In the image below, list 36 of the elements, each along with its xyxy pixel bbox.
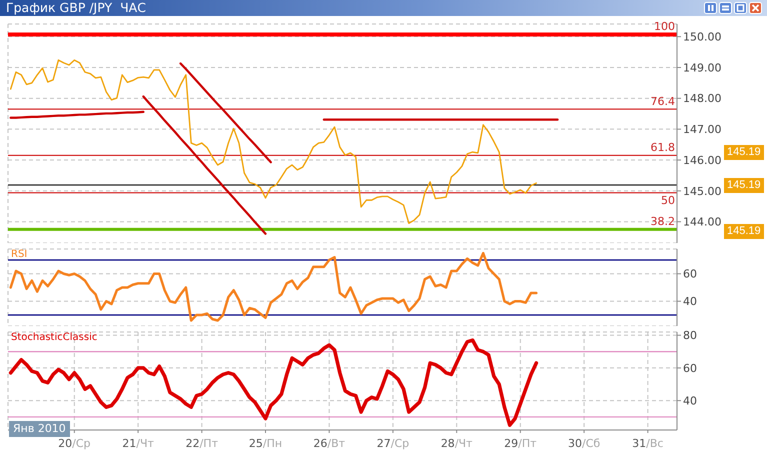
y-tick-label: 147.00	[683, 123, 722, 136]
line-series	[9, 252, 538, 322]
y-tick-label: 80	[683, 329, 697, 342]
annotation: 100	[654, 20, 675, 34]
y-tick-label: 144.00	[683, 216, 722, 229]
annotation: 61.8	[650, 141, 675, 154]
y-tick-label: 40	[683, 295, 697, 308]
annotation: 50	[661, 194, 675, 208]
line-series	[10, 59, 537, 224]
text: 145.19	[724, 224, 764, 239]
annotation: Янв 2010	[9, 421, 70, 437]
text: 145.19	[724, 178, 764, 192]
y-tick-label: 148.00	[683, 92, 722, 106]
y-tick-label: 146.00	[683, 154, 722, 167]
x-tick-label: 27/Ср	[376, 436, 410, 450]
text: 145.19	[724, 145, 764, 160]
x-tick-label: 28/Чт	[440, 436, 474, 450]
y-tick-label: 40	[683, 394, 697, 408]
x-tick-label: 29/Пт	[504, 436, 538, 450]
x-tick-label: 20/Ср	[58, 436, 91, 450]
y-tick-label: 145.00	[683, 184, 722, 198]
x-tick-label: 31/Вс	[632, 436, 664, 450]
x-tick-label: 22/Пт	[186, 436, 219, 450]
y-tick-label: 149.00	[683, 61, 722, 74]
x-tick-label: 21/Чт	[122, 436, 154, 450]
annotation: 76.4	[650, 95, 675, 108]
chart-title: RSI	[11, 249, 28, 260]
x-tick-label: 30/Сб	[568, 436, 600, 450]
x-tick-label: 25/Пн	[248, 436, 282, 450]
x-tick-label: 26/Вт	[313, 436, 346, 450]
chart-title: StochasticClassic	[11, 332, 98, 343]
chart-title: График GBP /JPY ЧАС	[6, 0, 146, 16]
y-tick-label: 60	[683, 268, 697, 281]
annotation: 38.2	[650, 215, 675, 228]
y-tick-label: 60	[683, 362, 697, 375]
y-tick-label: 150.00	[683, 30, 722, 44]
